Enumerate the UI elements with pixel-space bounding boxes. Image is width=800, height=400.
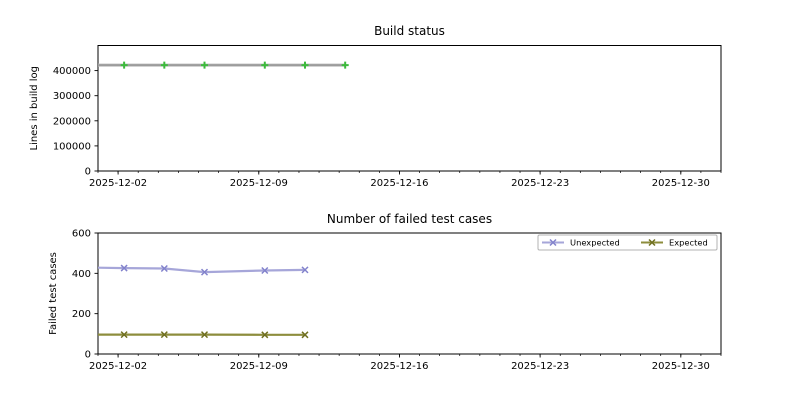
plot-border: [97, 45, 722, 172]
x-tick-label: 2025-12-16: [370, 361, 428, 372]
x-tick-label: 2025-12-09: [230, 178, 288, 189]
data-point-marker-expected: [200, 331, 209, 339]
legend-label-unexpected: Unexpected: [570, 238, 620, 248]
data-point-marker-lines-in-build-log: [341, 61, 349, 69]
legend-sample-marker-unexpected: [549, 238, 557, 247]
legend-sample-marker-expected: [648, 238, 656, 247]
x-tick-label: 2025-12-16: [370, 178, 428, 189]
y-tick-label: 200: [72, 309, 91, 320]
x-tick-label: 2025-12-23: [511, 361, 569, 372]
legend-box: [537, 234, 718, 251]
y-tick-label: 100000: [53, 141, 91, 152]
x-tick-label: 2025-12-23: [511, 178, 569, 189]
y-tick-label: 300000: [53, 91, 91, 102]
y-tick-label: 400: [72, 269, 91, 280]
data-point-marker-lines-in-build-log: [201, 61, 209, 69]
data-point-marker-unexpected: [301, 266, 309, 274]
data-point-marker-expected: [261, 331, 269, 339]
chart-title: Build status: [374, 24, 445, 38]
y-axis-label: Failed test cases: [48, 252, 59, 335]
chart-title: Number of failed test cases: [327, 212, 492, 226]
data-point-marker-unexpected: [200, 268, 209, 276]
y-tick-label: 200000: [53, 116, 91, 127]
y-tick-label: 400000: [53, 66, 91, 77]
data-point-marker-expected: [160, 331, 168, 339]
x-tick-label: 2025-12-30: [652, 361, 710, 372]
x-tick-label: 2025-12-09: [230, 361, 288, 372]
y-tick-label: 0: [85, 350, 91, 361]
y-tick-label: 0: [85, 167, 91, 178]
data-point-marker-lines-in-build-log: [301, 61, 309, 69]
x-tick-label: 2025-12-30: [652, 178, 710, 189]
data-point-marker-unexpected: [261, 266, 269, 275]
y-tick-label: 600: [72, 229, 91, 240]
series-line-unexpected: [97, 266, 306, 274]
data-point-marker-expected: [120, 331, 128, 339]
data-point-marker-lines-in-build-log: [261, 61, 269, 69]
y-axis-label: Lines in build log: [29, 66, 40, 151]
plot-border: [97, 232, 722, 355]
data-point-marker-unexpected: [160, 264, 168, 273]
data-point-marker-lines-in-build-log: [160, 61, 168, 69]
x-tick-label: 2025-12-02: [89, 178, 147, 189]
legend-label-expected: Expected: [669, 238, 708, 248]
data-point-marker-lines-in-build-log: [120, 61, 128, 69]
data-point-marker-unexpected: [120, 264, 128, 272]
data-point-marker-expected: [301, 331, 309, 339]
x-tick-label: 2025-12-02: [89, 361, 147, 372]
